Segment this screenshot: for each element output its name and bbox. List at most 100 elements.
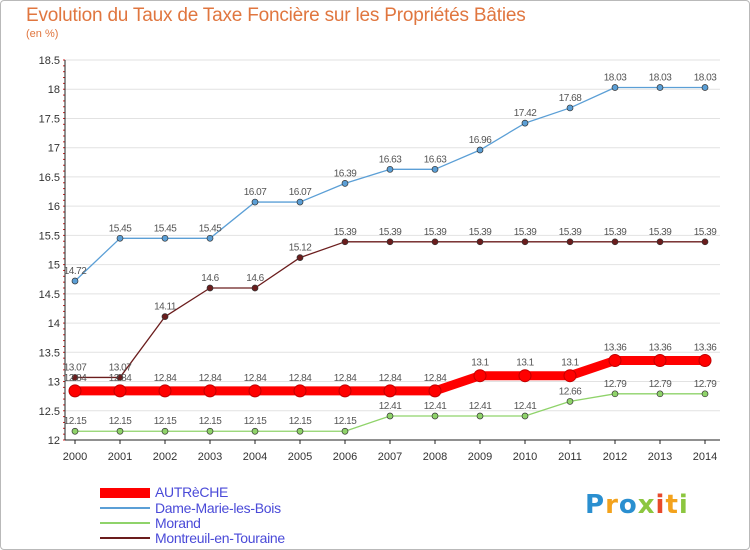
legend-item-montreuil: Montreuil-en-Touraine (100, 530, 340, 547)
legend-item-morand: Morand (100, 515, 340, 532)
data-point (116, 374, 124, 381)
data-label: 13.07 (64, 362, 87, 373)
data-label: 16.63 (379, 154, 402, 165)
data-label: 14.6 (246, 273, 264, 284)
data-point (563, 369, 577, 383)
data-point (71, 374, 79, 381)
x-tick-label: 2003 (198, 451, 222, 463)
data-label: 14.72 (64, 266, 87, 277)
data-label: 12.41 (469, 401, 492, 412)
data-label: 17.68 (559, 93, 582, 104)
data-label: 12.84 (244, 373, 267, 384)
y-tick-label: 15.5 (39, 230, 60, 242)
data-label: 12.84 (64, 373, 87, 384)
data-point (161, 313, 169, 320)
data-point (701, 390, 709, 398)
x-tick-label: 2002 (153, 451, 177, 463)
legend-label-autreche: AUTRèCHE (155, 484, 229, 500)
data-point (701, 84, 709, 91)
data-label: 12.15 (199, 416, 222, 427)
data-label: 13.36 (694, 342, 717, 353)
logo-letter: r (605, 490, 619, 520)
x-tick-label: 2001 (108, 451, 132, 463)
data-point (251, 427, 259, 435)
data-label: 16.96 (469, 135, 492, 146)
y-tick-label: 12.5 (39, 406, 60, 418)
x-tick-label: 2013 (648, 451, 672, 463)
data-label: 16.07 (244, 187, 267, 198)
data-point (431, 165, 439, 173)
data-point (521, 238, 529, 246)
data-label: 15.39 (334, 227, 357, 238)
data-label: 12.84 (199, 373, 222, 384)
data-label: 15.39 (469, 227, 492, 238)
data-label: 12.66 (559, 386, 582, 397)
data-label: 12.79 (694, 379, 717, 390)
legend-swatch-autreche (100, 488, 150, 498)
data-point (476, 412, 484, 420)
logo-letter: o (618, 490, 638, 520)
data-point (386, 238, 394, 246)
y-tick-label: 17 (48, 143, 60, 155)
data-point (116, 427, 124, 435)
data-label: 15.39 (379, 227, 402, 238)
legend-label-dame-marie: Dame-Marie-les-Bois (155, 500, 281, 516)
data-point (296, 427, 304, 435)
data-point (341, 427, 349, 435)
data-point (113, 384, 127, 398)
data-label: 12.84 (154, 373, 177, 384)
data-point (161, 427, 169, 435)
logo-letter: i (655, 490, 666, 520)
data-label: 15.45 (109, 223, 132, 234)
x-tick-label: 2006 (333, 451, 357, 463)
data-label: 15.45 (199, 223, 222, 234)
data-label: 12.41 (514, 401, 537, 412)
data-label: 12.15 (154, 416, 177, 427)
data-point (656, 238, 664, 246)
data-point (341, 238, 349, 246)
legend-swatch-morand (100, 522, 150, 524)
x-tick-label: 2010 (513, 451, 537, 463)
x-tick-label: 2005 (288, 451, 312, 463)
data-label: 15.39 (424, 227, 447, 238)
data-label: 18.03 (604, 72, 627, 83)
y-tick-label: 13.5 (39, 347, 60, 359)
logo-letter: t (665, 490, 679, 520)
data-label: 12.79 (604, 379, 627, 390)
legend-swatch-montreuil (100, 537, 150, 539)
data-label: 15.45 (154, 223, 177, 234)
data-point (611, 84, 619, 91)
legend-swatch-dame-marie (100, 507, 150, 509)
data-point (203, 384, 217, 398)
data-label: 14.11 (154, 302, 177, 313)
data-label: 12.41 (379, 401, 402, 412)
data-label: 12.84 (334, 373, 357, 384)
data-point (428, 384, 442, 398)
data-label: 12.15 (109, 416, 132, 427)
data-label: 13.36 (604, 342, 627, 353)
data-point (566, 398, 574, 405)
data-label: 15.39 (694, 227, 717, 238)
data-label: 15.12 (289, 243, 312, 254)
x-tick-label: 2014 (693, 451, 717, 463)
y-tick-label: 13 (48, 377, 60, 389)
legend-label-montreuil: Montreuil-en-Touraine (155, 530, 285, 546)
data-point (476, 238, 484, 246)
data-point (608, 353, 622, 367)
data-point (161, 234, 169, 242)
data-label: 12.84 (109, 373, 132, 384)
data-point (158, 384, 172, 398)
proxiti-logo: Proxiti (585, 490, 689, 520)
data-label: 12.84 (379, 373, 402, 384)
data-point (431, 238, 439, 246)
y-tick-label: 12 (48, 435, 60, 447)
x-tick-label: 2008 (423, 451, 447, 463)
y-tick-label: 17.5 (39, 113, 60, 125)
data-point (611, 390, 619, 398)
data-point (431, 412, 439, 420)
data-label: 13.07 (109, 362, 132, 373)
data-point (518, 369, 532, 383)
x-tick-label: 2004 (243, 451, 267, 463)
data-point (206, 284, 214, 292)
